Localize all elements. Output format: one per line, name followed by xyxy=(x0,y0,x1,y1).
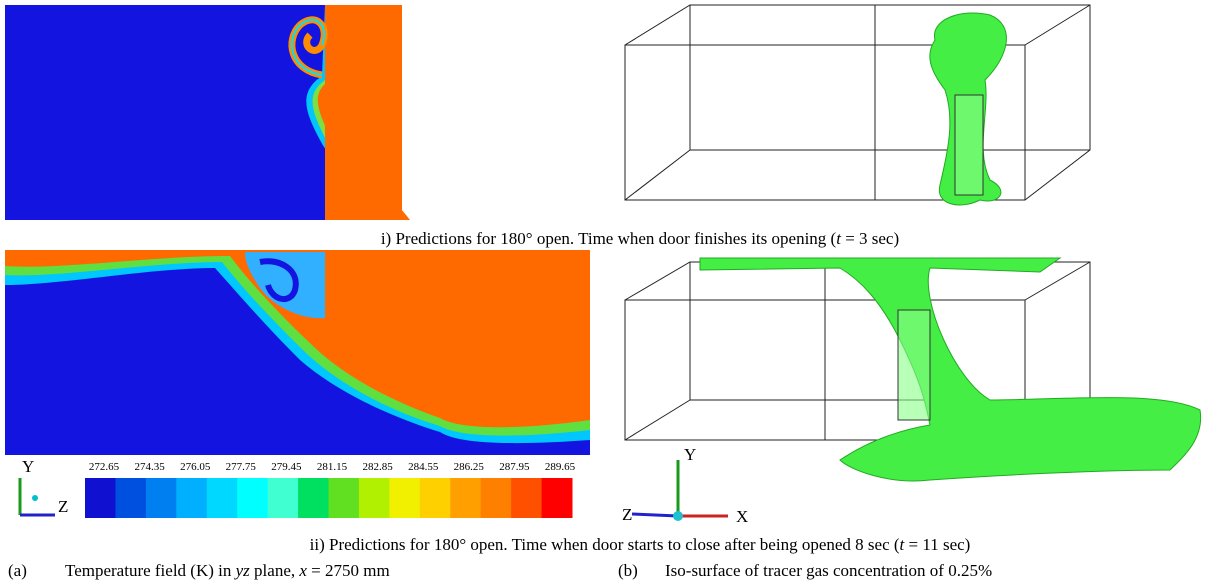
axis-triad-left: Y Z xyxy=(20,457,68,516)
colorbar-swatch xyxy=(542,478,573,518)
colorbar-swatch xyxy=(359,478,390,518)
colorbar-swatch xyxy=(207,478,238,518)
caption-row-2: ii) Predictions for 180° open. Time when… xyxy=(310,535,971,554)
caption-row-1: i) Predictions for 180° open. Time when … xyxy=(381,229,899,248)
colorbar-swatch xyxy=(298,478,329,518)
colorbar-label: 272.65 xyxy=(89,461,120,473)
colorbar-swatch xyxy=(420,478,451,518)
colorbar-swatch xyxy=(146,478,177,518)
colorbar-swatch xyxy=(511,478,542,518)
axis-label: Z xyxy=(58,497,68,516)
colorbar-swatch xyxy=(176,478,207,518)
colorbar-label: 277.75 xyxy=(226,461,257,473)
colorbar-swatch xyxy=(85,478,116,518)
axis-label: X xyxy=(736,507,748,526)
axis-label: Y xyxy=(684,445,696,464)
colorbar-swatch xyxy=(237,478,268,518)
axis-label: Z xyxy=(622,505,632,524)
colorbar-label: 282.85 xyxy=(362,461,393,473)
colorbar-label: 289.65 xyxy=(545,461,576,473)
colorbar-swatch xyxy=(450,478,481,518)
iso-surface-1 xyxy=(625,5,1090,205)
colorbar-swatch xyxy=(389,478,420,518)
colorbar-label: 281.15 xyxy=(317,461,348,473)
temperature-field-2 xyxy=(5,250,590,455)
colorbar-label: 286.25 xyxy=(454,461,485,473)
iso-surface-2 xyxy=(625,258,1201,481)
caption-panel-a: (a)Temperature field (K) in yz plane, x … xyxy=(8,561,390,580)
colorbar: 272.65 274.35 276.05 277.75 279.45 281.15 282.… xyxy=(85,461,576,518)
temperature-field-1 xyxy=(5,5,410,220)
axis-triad-right: Y Z X xyxy=(622,445,748,526)
colorbar-swatch xyxy=(481,478,512,518)
colorbar-label: 276.05 xyxy=(180,461,211,473)
colorbar-swatch xyxy=(115,478,146,518)
axis-label: Y xyxy=(22,457,34,476)
colorbar-swatch xyxy=(329,478,360,518)
colorbar-label: 284.55 xyxy=(408,461,439,473)
figure: i) Predictions for 180° open. Time when … xyxy=(0,0,1207,586)
caption-panel-b: (b)Iso-surface of tracer gas concentrati… xyxy=(618,561,992,580)
colorbar-label: 274.35 xyxy=(134,461,165,473)
colorbar-label: 287.95 xyxy=(499,461,530,473)
colorbar-swatch xyxy=(268,478,299,518)
colorbar-label: 279.45 xyxy=(271,461,302,473)
